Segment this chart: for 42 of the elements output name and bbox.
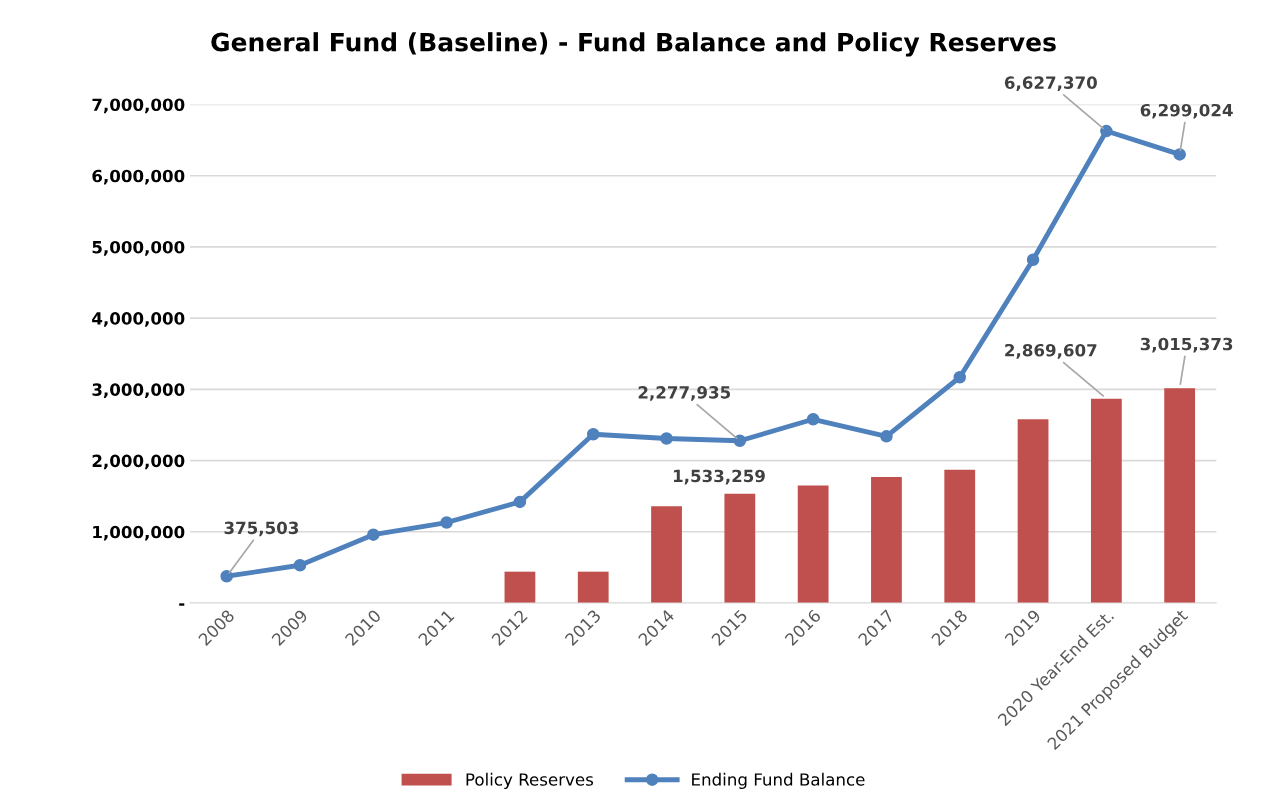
bar [651, 506, 682, 603]
y-tick-label: 4,000,000 [92, 312, 185, 327]
y-tick-label: 6,000,000 [92, 169, 185, 185]
data-label: 6,627,370 [1004, 76, 1097, 92]
bar [1017, 419, 1049, 603]
bar [944, 469, 976, 603]
legend-label: Ending Fund Balance [692, 772, 865, 789]
point [513, 495, 527, 509]
bar [577, 571, 609, 603]
point [586, 427, 600, 441]
data-label: 6,299,024 [1140, 103, 1233, 119]
legend-label: Policy Reserves [466, 772, 594, 789]
bar [1090, 398, 1122, 603]
y-tick-label: 5,000,000 [92, 240, 185, 256]
bar [797, 485, 829, 603]
y-tick-label: 7,000,000 [92, 98, 185, 114]
data-label: 1,533,259 [673, 469, 765, 485]
data-label: 2,869,607 [1005, 343, 1097, 359]
bar [871, 476, 902, 603]
y-tick-label: - [179, 603, 185, 606]
y-tick-label: 3,000,000 [92, 383, 185, 399]
point [953, 371, 967, 384]
point [880, 430, 893, 443]
y-tick-label: 1,000,000 [93, 525, 185, 541]
point [806, 413, 820, 426]
bar [1164, 388, 1196, 603]
point [440, 516, 453, 529]
point [1026, 253, 1040, 267]
chart-title: General Fund (Baseline) - Fund Balance and Policy Reserves [211, 32, 1056, 57]
point [1173, 148, 1186, 161]
point [293, 559, 307, 572]
bar [504, 571, 536, 603]
data-label: 3,015,373 [1140, 337, 1233, 353]
point [367, 528, 380, 541]
point [220, 570, 233, 583]
data-label: 2,277,935 [638, 386, 731, 401]
point [733, 434, 747, 448]
data-label: 375,503 [224, 521, 299, 537]
bar [724, 493, 756, 603]
point [660, 432, 673, 445]
point [1100, 124, 1113, 138]
y-tick-label: 2,000,000 [92, 454, 185, 470]
